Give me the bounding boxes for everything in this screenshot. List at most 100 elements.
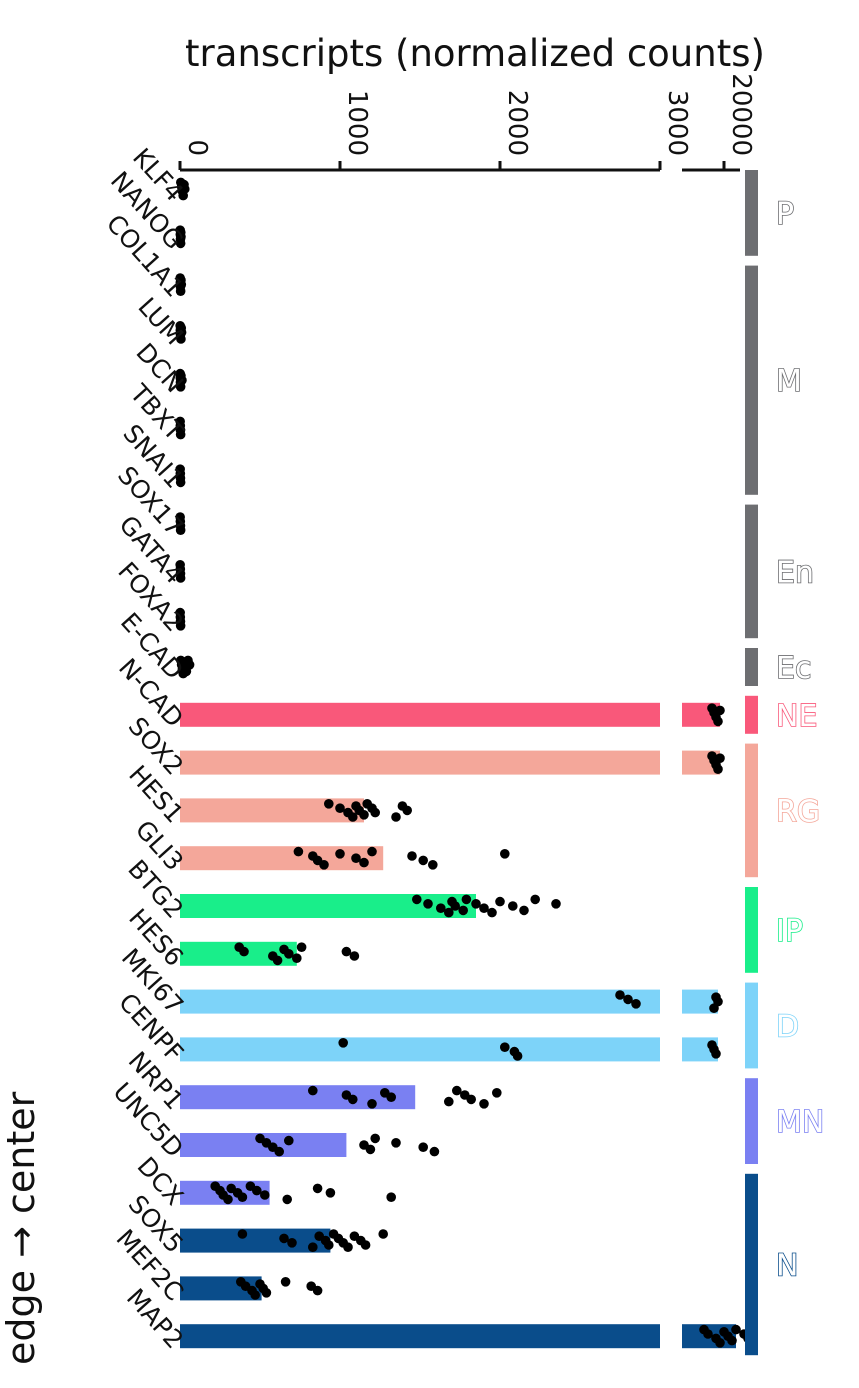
- data-point: [261, 1288, 272, 1298]
- group-bracket: [745, 1173, 758, 1356]
- data-point: [429, 1146, 440, 1157]
- bar: [180, 750, 660, 775]
- data-point: [519, 905, 529, 916]
- group-bracket: [745, 648, 758, 686]
- data-point: [715, 705, 725, 716]
- data-point: [292, 953, 302, 963]
- x-tick-label: 3000: [662, 90, 692, 156]
- group-label: Ec: [776, 651, 811, 686]
- data-point: [500, 849, 510, 859]
- data-point: [338, 1038, 349, 1048]
- data-point: [250, 1290, 260, 1300]
- data-point: [282, 1194, 293, 1205]
- data-point: [615, 990, 625, 1000]
- data-point: [348, 1094, 358, 1105]
- data-point: [180, 184, 190, 194]
- bars: [180, 702, 736, 1349]
- data-point: [175, 525, 186, 535]
- data-point: [272, 955, 283, 966]
- data-point: [280, 1277, 291, 1287]
- data-point: [623, 994, 633, 1005]
- data-point: [444, 1096, 454, 1107]
- data-point: [274, 1146, 285, 1157]
- group-bracket: [745, 1078, 758, 1164]
- data-point: [176, 279, 187, 290]
- data-point: [343, 1242, 353, 1252]
- data-point: [348, 812, 358, 822]
- data-point: [284, 1135, 294, 1146]
- data-point: [319, 860, 329, 870]
- data-point: [370, 807, 381, 818]
- data-point: [359, 810, 369, 820]
- data-point: [418, 855, 429, 866]
- bar: [180, 1228, 331, 1253]
- data-point: [436, 903, 446, 913]
- data-point: [500, 1042, 510, 1052]
- group-label: RG: [776, 794, 820, 829]
- group-bracket: [745, 982, 758, 1069]
- data-point: [508, 901, 518, 911]
- data-point: [715, 753, 725, 763]
- data-point: [176, 232, 186, 242]
- data-point: [293, 846, 304, 857]
- x-tick-label: 20000: [726, 73, 756, 156]
- data-point: [324, 799, 334, 809]
- data-point: [386, 1092, 397, 1102]
- data-point: [402, 805, 413, 816]
- data-point: [239, 946, 249, 957]
- data-point: [284, 949, 294, 959]
- bar: [180, 1037, 660, 1062]
- data-points: [175, 177, 753, 1348]
- data-point: [466, 1094, 477, 1105]
- data-point: [391, 1138, 401, 1148]
- data-point: [378, 1229, 389, 1239]
- data-point: [308, 1085, 318, 1096]
- data-point: [703, 1329, 713, 1339]
- group-bracket: [745, 743, 758, 878]
- data-point: [367, 846, 377, 857]
- data-point: [713, 716, 723, 727]
- data-point: [412, 894, 422, 905]
- data-point: [351, 853, 361, 863]
- data-point: [461, 894, 472, 905]
- data-point: [251, 1185, 262, 1196]
- chart-title: transcripts (normalized counts): [185, 32, 765, 75]
- data-point: [184, 660, 195, 670]
- data-point: [713, 996, 723, 1007]
- data-point: [175, 621, 186, 631]
- data-point: [713, 764, 723, 774]
- group-label: N: [776, 1249, 798, 1284]
- data-point: [296, 942, 307, 952]
- data-point: [495, 896, 505, 907]
- data-point: [175, 573, 186, 583]
- data-point: [428, 860, 438, 870]
- data-point: [349, 951, 360, 961]
- group-bracket: [745, 695, 758, 734]
- group-label: MN: [776, 1105, 824, 1140]
- data-point: [715, 1338, 725, 1348]
- group-bracket: [745, 170, 758, 256]
- data-point: [359, 857, 369, 868]
- data-point: [335, 849, 345, 859]
- group-label: D: [776, 1010, 799, 1045]
- data-point: [551, 899, 561, 909]
- group-bracket: [745, 887, 758, 973]
- bar: [180, 846, 384, 871]
- data-point: [423, 899, 433, 909]
- group-label: P: [776, 197, 794, 232]
- bar: [180, 1085, 416, 1110]
- data-point: [487, 907, 497, 918]
- data-point: [444, 907, 454, 918]
- group-label: IP: [776, 914, 803, 949]
- x-tick-label: 2000: [502, 90, 532, 156]
- x-tick-label: 1000: [342, 90, 372, 156]
- x-axis: 0 1000 2000 3000 20000: [178, 73, 756, 172]
- data-point: [731, 1324, 741, 1335]
- data-point: [418, 1142, 429, 1152]
- bar: [180, 989, 660, 1014]
- data-point: [335, 803, 345, 813]
- data-point: [175, 429, 186, 440]
- group-brackets: P M En Ec NE RG IP D MN N: [745, 170, 825, 1356]
- x-tick-label: 0: [182, 139, 212, 156]
